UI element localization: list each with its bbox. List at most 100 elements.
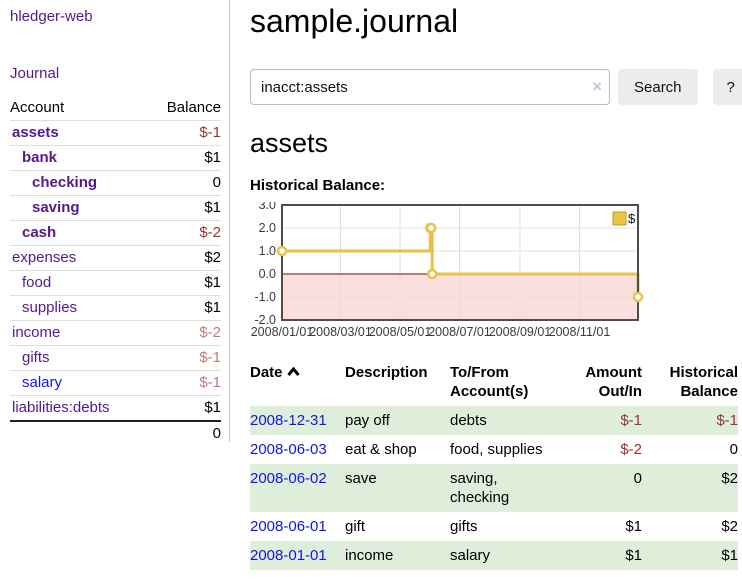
accounts-total-value: 0	[146, 420, 221, 446]
transaction-date-link[interactable]: 2008-06-01	[250, 518, 327, 535]
transaction-amount: $-2	[620, 441, 642, 458]
y-axis-tick-label: 1.0	[259, 244, 276, 258]
y-axis-tick-label: 3.0	[259, 202, 276, 212]
transaction-balance: $2	[721, 470, 738, 487]
register-row[interactable]: 2008-01-01 income salary $1 $1	[250, 541, 738, 570]
sidebar-account-link[interactable]: checking	[32, 174, 98, 191]
transaction-balance: $2	[721, 518, 738, 535]
account-balance: $1	[146, 270, 221, 296]
account-row: income $-2	[10, 320, 221, 346]
transaction-accounts: saving, checking	[450, 470, 510, 506]
transaction-date-link[interactable]: 2008-12-31	[250, 412, 327, 429]
legend-label: $	[628, 211, 636, 226]
transaction-accounts: salary	[450, 547, 491, 564]
account-row: saving $1	[10, 195, 221, 221]
transaction-date-link[interactable]: 2008-01-01	[250, 547, 327, 564]
data-point	[276, 245, 288, 257]
y-axis-tick-label: -1.0	[254, 290, 276, 304]
transaction-accounts: debts	[450, 412, 487, 429]
sidebar-account-link[interactable]: bank	[22, 149, 58, 166]
account-balance: $-1	[146, 345, 221, 371]
legend-swatch	[612, 211, 627, 226]
transaction-balance: 0	[729, 441, 738, 458]
data-point	[632, 291, 644, 303]
search-form: × Search ?	[250, 69, 742, 105]
register-header-description[interactable]: Description	[345, 364, 428, 381]
register-header-row: Date Description To/From Account(s) Amou…	[250, 358, 738, 406]
sort-ascending-icon	[286, 363, 300, 382]
x-axis-tick-label: 2008/01/01	[251, 325, 314, 339]
register-row[interactable]: 2008-06-01 gift gifts $1 $2	[250, 512, 738, 541]
page-title: sample.journal	[250, 3, 459, 39]
sidebar-account-link[interactable]: expenses	[12, 249, 77, 266]
sidebar-account-link[interactable]: income	[12, 324, 61, 341]
register-header-accounts[interactable]: To/From Account(s)	[450, 364, 529, 400]
account-row: supplies $1	[10, 295, 221, 321]
transaction-accounts: food, supplies	[450, 441, 543, 458]
data-point	[425, 222, 437, 234]
search-input[interactable]	[250, 69, 610, 105]
sidebar-account-link[interactable]: gifts	[22, 349, 50, 366]
account-row: gifts $-1	[10, 345, 221, 371]
app-title-link[interactable]: hledger-web	[10, 8, 93, 25]
transaction-amount: $1	[625, 518, 642, 535]
account-row: salary $-1	[10, 370, 221, 396]
clear-search-icon[interactable]: ×	[592, 77, 602, 96]
account-row: food $1	[10, 270, 221, 296]
register-header-date[interactable]: Date	[250, 358, 345, 406]
chart-svg: $3.0 2.0 1.0 0.0 -1.0 -2.02008/01/012008/03/0…	[251, 198, 644, 339]
transaction-description: pay off	[345, 412, 390, 429]
sidebar: hledger-web Journal Account Balance asse…	[0, 0, 230, 446]
plot-border	[281, 204, 639, 321]
account-balance: $1	[146, 145, 221, 171]
register-table: Date Description To/From Account(s) Amou…	[250, 358, 738, 570]
register-header-amount[interactable]: Amount Out/In	[585, 364, 642, 400]
y-axis-tick-label: 0.0	[259, 267, 276, 281]
sidebar-account-link[interactable]: supplies	[22, 299, 78, 316]
page: hledger-web Journal Account Balance asse…	[0, 0, 742, 570]
account-row: assets $-1	[10, 120, 221, 146]
balance-column-header: Balance	[166, 99, 221, 116]
transaction-date-link[interactable]: 2008-06-03	[250, 441, 327, 458]
main-content: sample.journal × Search ? assets Histori…	[230, 0, 742, 570]
transaction-balance: $1	[721, 547, 738, 564]
y-axis-tick-label: 2.0	[259, 221, 276, 235]
x-axis-tick-label: 2008/05/01	[369, 325, 432, 339]
account-balance: $1	[146, 395, 221, 421]
transaction-amount: 0	[633, 470, 642, 487]
account-balance: $-1	[146, 120, 221, 146]
sidebar-account-link[interactable]: salary	[22, 374, 63, 391]
account-row: checking 0	[10, 170, 221, 196]
account-balance: 0	[146, 170, 221, 196]
sidebar-account-link[interactable]: food	[22, 274, 52, 291]
transaction-description: income	[345, 547, 394, 564]
transaction-balance: $-1	[716, 412, 738, 429]
register-row[interactable]: 2008-12-31 pay off debts $-1 $-1	[250, 406, 738, 435]
search-button[interactable]: Search	[618, 69, 698, 105]
account-row: bank $1	[10, 145, 221, 171]
x-axis-tick-label: 2008/11/01	[549, 325, 611, 339]
register-row[interactable]: 2008-06-02 save saving, checking 0 $2	[250, 464, 738, 512]
account-balance: $-2	[146, 220, 221, 246]
accounts-total-row: 0	[10, 420, 221, 446]
account-row: cash $-2	[10, 220, 221, 246]
sidebar-item-journal[interactable]: Journal	[10, 65, 60, 82]
sidebar-account-link[interactable]: assets	[12, 124, 59, 141]
transaction-amount: $-1	[620, 412, 642, 429]
sidebar-account-link[interactable]: saving	[32, 199, 80, 216]
historical-balance-chart: $3.0 2.0 1.0 0.0 -1.0 -2.0 2008/01/01 2008/03/0…	[250, 198, 742, 346]
sidebar-account-link[interactable]: liabilities:debts	[12, 399, 110, 416]
help-button[interactable]: ?	[712, 69, 742, 105]
register-header-balance[interactable]: Historical Balance	[669, 364, 738, 400]
x-axis-tick-label: 2008/09/01	[489, 325, 552, 339]
data-point	[426, 268, 438, 280]
account-row: liabilities:debts $1	[10, 395, 221, 421]
account-balance: $-2	[146, 320, 221, 346]
register-row[interactable]: 2008-06-03 eat & shop food, supplies $-2 0	[250, 435, 738, 464]
y-axis-tick-label: -2.0	[254, 313, 276, 327]
account-balance: $1	[146, 295, 221, 321]
transaction-date-link[interactable]: 2008-06-02	[250, 470, 327, 487]
sidebar-account-link[interactable]: cash	[22, 224, 57, 241]
search-input-wrap: ×	[250, 69, 610, 105]
account-balance: $2	[146, 245, 221, 271]
